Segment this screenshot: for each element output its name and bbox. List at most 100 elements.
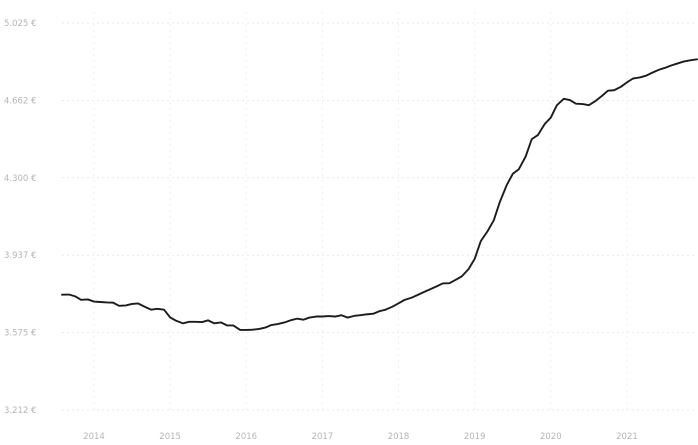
data-point [144,306,146,308]
data-point [220,322,222,324]
data-point [316,316,318,318]
data-point [379,310,381,312]
data-point [461,276,463,278]
data-point [188,321,190,323]
data-point [436,286,438,288]
data-point [233,325,235,327]
data-point [493,220,495,222]
data-point [245,329,247,331]
data-point [385,309,387,311]
y-tick-label: 5.025 € [4,19,36,29]
x-tick-label: 2019 [464,432,486,442]
data-point [239,329,241,331]
data-point [613,89,615,91]
data-point [277,323,279,325]
data-point [118,305,120,307]
data-point [328,315,330,317]
data-point [182,323,184,325]
data-point [175,320,177,322]
data-point [296,318,298,320]
data-point [303,319,305,321]
data-point [499,201,501,203]
data-point [512,173,514,175]
data-point [131,303,133,305]
data-point [61,294,63,296]
data-point [683,61,685,63]
data-point [360,314,362,316]
data-point [80,299,82,301]
data-point [487,230,489,232]
data-point [506,184,508,186]
data-point [207,320,209,322]
data-point [651,72,653,74]
data-point [258,328,260,330]
data-point [423,291,425,293]
data-point [335,316,337,318]
data-point [626,82,628,84]
data-point [169,317,171,319]
data-point [309,317,311,319]
data-point [156,308,158,310]
data-point [582,103,584,105]
data-point [430,288,432,290]
data-point [404,299,406,301]
data-point [607,90,609,92]
data-point [601,95,603,97]
data-point [106,302,108,304]
data-point [194,321,196,323]
data-point [392,306,394,308]
y-tick-label: 3.937 € [4,251,36,261]
data-point [455,279,457,281]
data-point [341,314,343,316]
data-point [163,309,165,311]
data-point [518,168,520,170]
data-point [645,75,647,77]
plot-area [61,58,698,331]
data-point [670,65,672,67]
data-point [150,309,152,311]
data-point [137,303,139,305]
data-point [620,86,622,88]
data-point [74,295,76,297]
x-tick-label: 2017 [312,432,334,442]
data-point [271,324,273,326]
data-point [290,320,292,322]
x-tick-label: 2020 [540,432,562,442]
data-point [226,325,228,327]
data-point [531,138,533,140]
data-point [99,301,101,303]
data-point [366,314,368,316]
data-point [677,63,679,65]
data-point [252,329,254,331]
data-point [68,294,70,296]
data-point [442,283,444,285]
horizontal-gridlines [62,22,697,411]
data-point [112,302,114,304]
data-point [575,103,577,105]
data-point [201,321,203,323]
data-point [474,258,476,260]
data-point [594,101,596,103]
data-point [87,299,89,301]
data-point [550,117,552,119]
data-point [93,301,95,303]
data-point [563,98,565,100]
data-point [525,156,527,158]
data-point [264,327,266,329]
data-point [398,302,400,304]
series-line [61,58,698,331]
y-tick-label: 3.212 € [4,406,36,416]
x-tick-label: 2018 [388,432,410,442]
x-axis: 2014 2015 2016 2017 2018 2019 2020 2021 [83,432,638,442]
data-point [588,104,590,106]
data-point [569,99,571,101]
data-point [480,240,482,242]
data-point [449,282,451,284]
data-point [354,315,356,317]
data-point [658,69,660,71]
data-point [556,104,558,106]
data-point [639,77,641,79]
data-point [125,305,127,307]
data-point [664,67,666,69]
